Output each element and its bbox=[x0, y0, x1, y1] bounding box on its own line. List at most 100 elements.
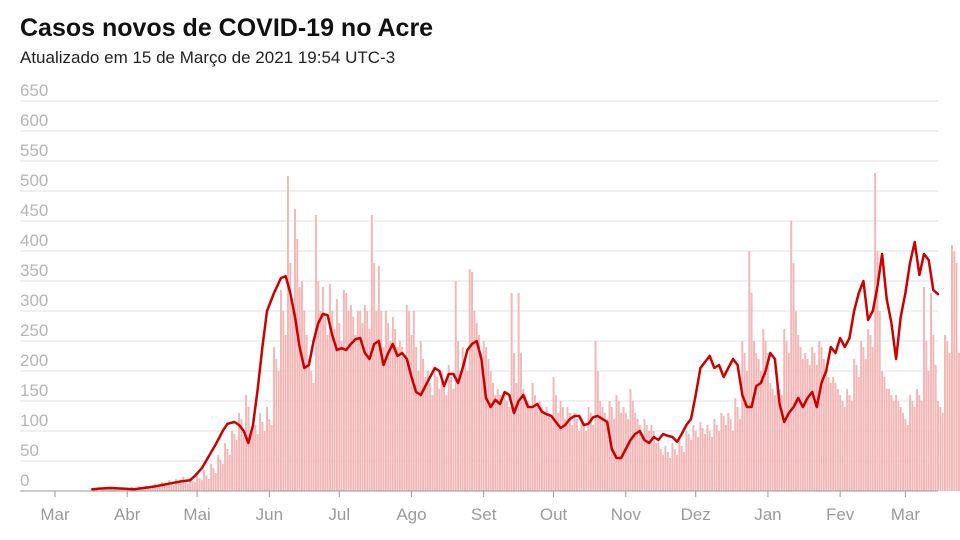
daily-bar bbox=[862, 347, 865, 491]
daily-bar bbox=[853, 359, 856, 491]
y-tick-label: 550 bbox=[20, 141, 48, 160]
daily-bar bbox=[384, 311, 387, 491]
y-tick-label: 400 bbox=[20, 231, 48, 250]
daily-bar bbox=[820, 347, 823, 491]
daily-bar bbox=[526, 401, 529, 491]
daily-bar bbox=[636, 419, 639, 491]
x-tick-label: Mai bbox=[183, 505, 210, 524]
daily-bar bbox=[102, 489, 105, 491]
daily-bar bbox=[806, 359, 809, 491]
daily-bar bbox=[536, 407, 539, 491]
daily-bar bbox=[855, 365, 858, 491]
y-tick-label: 200 bbox=[20, 351, 48, 370]
daily-bar bbox=[468, 269, 471, 491]
daily-bar bbox=[748, 251, 751, 491]
daily-bar bbox=[314, 215, 317, 491]
daily-bar bbox=[937, 401, 939, 491]
daily-bar bbox=[280, 290, 282, 491]
daily-bar bbox=[268, 419, 271, 491]
daily-bar bbox=[289, 263, 292, 491]
daily-bar bbox=[780, 395, 783, 491]
daily-bar bbox=[797, 335, 800, 491]
y-tick-label: 500 bbox=[20, 171, 48, 190]
daily-bar bbox=[918, 395, 921, 491]
daily-bar bbox=[529, 407, 532, 491]
daily-bar bbox=[864, 359, 867, 491]
daily-bar bbox=[438, 389, 441, 491]
daily-bar bbox=[186, 483, 189, 491]
daily-bar bbox=[293, 209, 296, 491]
daily-bar bbox=[659, 449, 662, 491]
daily-bar bbox=[701, 428, 704, 491]
daily-bar bbox=[869, 335, 872, 491]
daily-bar bbox=[799, 347, 802, 491]
daily-bar bbox=[839, 395, 842, 491]
daily-bar bbox=[426, 371, 429, 491]
daily-bar bbox=[948, 353, 951, 491]
daily-bar bbox=[207, 479, 210, 491]
y-tick-label: 150 bbox=[20, 381, 48, 400]
daily-bar bbox=[200, 480, 203, 491]
daily-bar bbox=[818, 341, 821, 491]
daily-bar bbox=[221, 464, 224, 491]
daily-bar bbox=[596, 371, 599, 491]
daily-bar bbox=[778, 389, 781, 491]
daily-bar bbox=[757, 359, 760, 491]
daily-bar bbox=[680, 446, 683, 491]
daily-bar bbox=[920, 401, 923, 491]
daily-bar bbox=[850, 401, 853, 491]
y-tick-label: 450 bbox=[20, 201, 48, 220]
daily-bar bbox=[909, 395, 912, 491]
daily-bar bbox=[939, 407, 942, 491]
x-tick-label: Abr bbox=[114, 505, 141, 524]
daily-bar bbox=[822, 359, 825, 491]
daily-bar bbox=[93, 489, 96, 491]
daily-bar bbox=[561, 407, 564, 491]
daily-bar bbox=[745, 371, 748, 491]
daily-bar bbox=[916, 389, 919, 491]
daily-bar bbox=[273, 347, 275, 491]
daily-bar bbox=[755, 353, 758, 491]
daily-bar bbox=[568, 413, 571, 491]
daily-bar bbox=[408, 311, 411, 491]
daily-bar bbox=[375, 311, 378, 491]
daily-bar bbox=[662, 455, 665, 491]
daily-bar bbox=[664, 446, 667, 491]
x-tick-label: Set bbox=[471, 505, 497, 524]
daily-bar bbox=[347, 311, 350, 491]
daily-bar bbox=[804, 353, 807, 491]
daily-bar bbox=[522, 389, 525, 491]
daily-bar bbox=[403, 359, 406, 491]
daily-bar bbox=[738, 419, 741, 491]
daily-bar bbox=[897, 401, 900, 491]
daily-bar bbox=[184, 479, 187, 491]
daily-bar bbox=[443, 383, 446, 491]
daily-bar bbox=[170, 482, 173, 491]
daily-bar bbox=[475, 323, 478, 491]
daily-bar bbox=[410, 335, 413, 491]
daily-bar bbox=[666, 452, 669, 491]
daily-bar bbox=[687, 434, 690, 491]
daily-bar bbox=[885, 389, 888, 491]
daily-bar bbox=[573, 413, 576, 491]
daily-bar bbox=[503, 395, 506, 491]
daily-bar bbox=[657, 443, 660, 491]
daily-bar bbox=[951, 245, 953, 491]
daily-bar bbox=[245, 395, 248, 491]
daily-bar bbox=[762, 329, 765, 491]
daily-bar bbox=[834, 383, 837, 491]
daily-bar bbox=[624, 413, 627, 491]
daily-bar bbox=[198, 478, 201, 491]
daily-bar bbox=[825, 371, 828, 491]
daily-bar bbox=[829, 383, 832, 491]
daily-bar bbox=[811, 347, 814, 491]
daily-bar bbox=[433, 371, 436, 491]
daily-bar bbox=[282, 311, 285, 491]
daily-bar bbox=[417, 371, 420, 491]
daily-bar bbox=[622, 407, 625, 491]
daily-bar bbox=[119, 488, 122, 491]
x-tick-label: Jun bbox=[256, 505, 283, 524]
daily-bar bbox=[172, 485, 175, 491]
daily-bar bbox=[499, 395, 501, 491]
daily-bar bbox=[377, 266, 380, 491]
